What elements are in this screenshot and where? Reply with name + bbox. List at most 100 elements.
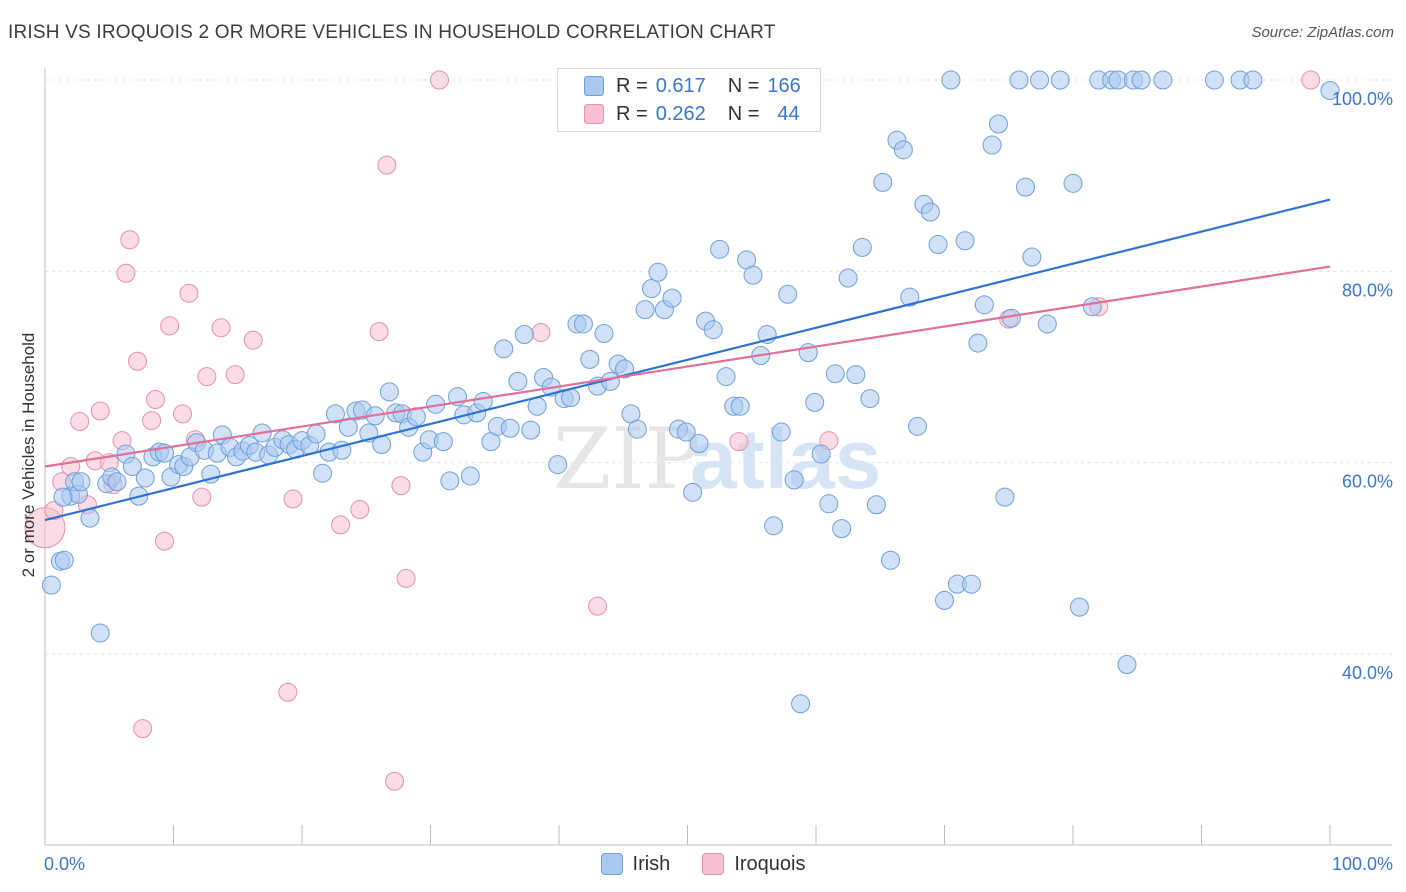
y-tick-label: 80.0% — [1342, 280, 1393, 300]
legend-row-iroquois: R = 0.262 N = 44 — [558, 99, 800, 129]
legend-swatch-iroquois — [584, 104, 604, 124]
point-iroquois — [429, 70, 449, 90]
point-irish — [893, 140, 913, 160]
legend-swatch-irish — [584, 76, 604, 96]
r-label: R = — [616, 102, 648, 125]
trend-line-irish — [44, 198, 1331, 522]
point-irish — [982, 135, 1002, 155]
point-irish — [580, 349, 600, 369]
x-tick-label: 100.0% — [1332, 854, 1393, 874]
point-irish — [846, 365, 866, 385]
trend-lines — [44, 198, 1331, 522]
point-irish — [860, 389, 880, 409]
grid-lines — [45, 79, 1392, 655]
point-irish — [642, 279, 662, 299]
point-irish — [689, 434, 709, 454]
point-irish — [135, 468, 155, 488]
point-irish — [548, 455, 568, 475]
watermark: ZIP atlas — [553, 410, 881, 508]
point-iroquois — [396, 568, 416, 588]
point-iroquois — [385, 771, 405, 791]
point-irish — [908, 416, 928, 436]
point-irish — [881, 550, 901, 570]
point-irish — [1063, 173, 1083, 193]
point-irish — [1009, 70, 1029, 90]
point-iroquois — [350, 500, 370, 520]
point-irish — [508, 371, 528, 391]
point-irish — [716, 367, 736, 387]
point-iroquois — [531, 323, 551, 343]
point-irish — [743, 265, 763, 285]
legend-label-iroquois: Iroquois — [734, 852, 806, 875]
legend-swatch-irish — [600, 853, 623, 875]
y-tick-label: 100.0% — [1332, 89, 1393, 109]
point-irish — [866, 495, 886, 515]
chart-title: IRISH VS IROQUOIS 2 OR MORE VEHICLES IN … — [8, 22, 776, 43]
trend-line-iroquois — [44, 265, 1331, 468]
series-iroquois — [24, 70, 1321, 791]
point-iroquois — [729, 432, 749, 452]
y-tick-label: 40.0% — [1342, 663, 1393, 683]
point-iroquois — [146, 390, 166, 410]
point-irish — [440, 471, 460, 491]
point-irish — [627, 419, 647, 439]
point-iroquois — [160, 316, 180, 336]
point-iroquois — [44, 501, 64, 520]
point-iroquois — [211, 318, 231, 338]
point-irish — [1022, 247, 1042, 267]
point-irish — [900, 287, 920, 307]
r-label: R = — [616, 74, 648, 97]
series-legend: Irish Iroquois — [0, 851, 1406, 877]
point-irish — [676, 422, 696, 442]
n-value: 44 — [777, 102, 800, 125]
axes — [44, 68, 1392, 846]
point-irish — [764, 516, 784, 536]
legend-swatch-iroquois — [702, 853, 725, 875]
point-irish — [805, 392, 825, 412]
r-value: 0.617 — [655, 74, 706, 97]
point-irish — [1050, 70, 1070, 90]
point-irish — [778, 284, 798, 304]
point-irish — [710, 239, 730, 259]
stats-legend: R = 0.617 N = 166 R = 0.262 N = 44 — [557, 68, 821, 132]
point-irish — [1204, 70, 1224, 90]
point-irish — [1037, 314, 1057, 334]
point-irish — [961, 574, 981, 594]
point-iroquois — [588, 596, 608, 616]
point-irish — [771, 422, 791, 442]
point-irish — [928, 235, 948, 255]
point-iroquois — [225, 365, 245, 385]
y-axis-label: 2 or more Vehicles in Household — [19, 333, 38, 578]
n-value: 166 — [767, 74, 801, 97]
point-irish — [1153, 70, 1173, 90]
point-irish — [1243, 70, 1263, 90]
point-irish — [41, 575, 61, 595]
legend-item-iroquois: Iroquois — [702, 853, 805, 876]
point-irish — [573, 314, 593, 334]
point-irish — [1131, 70, 1151, 90]
point-iroquois — [192, 487, 212, 507]
point-irish — [974, 295, 994, 315]
n-label: N = — [727, 102, 760, 125]
point-irish — [784, 470, 804, 490]
point-irish — [648, 262, 668, 282]
point-irish — [838, 268, 858, 288]
point-iroquois — [331, 515, 351, 535]
point-irish — [54, 550, 74, 570]
point-irish — [80, 508, 100, 528]
point-irish — [107, 472, 127, 492]
point-iroquois — [172, 404, 192, 424]
point-irish — [379, 382, 399, 402]
point-irish — [514, 324, 534, 344]
point-irish — [1082, 297, 1102, 317]
point-iroquois — [283, 489, 303, 509]
point-iroquois — [377, 155, 397, 175]
point-irish — [494, 339, 514, 359]
point-iroquois — [128, 351, 148, 371]
point-iroquois — [142, 411, 162, 431]
point-iroquois — [179, 283, 199, 303]
point-irish — [935, 590, 954, 610]
point-irish — [313, 463, 333, 483]
point-irish — [1117, 655, 1137, 675]
point-irish — [811, 444, 831, 464]
